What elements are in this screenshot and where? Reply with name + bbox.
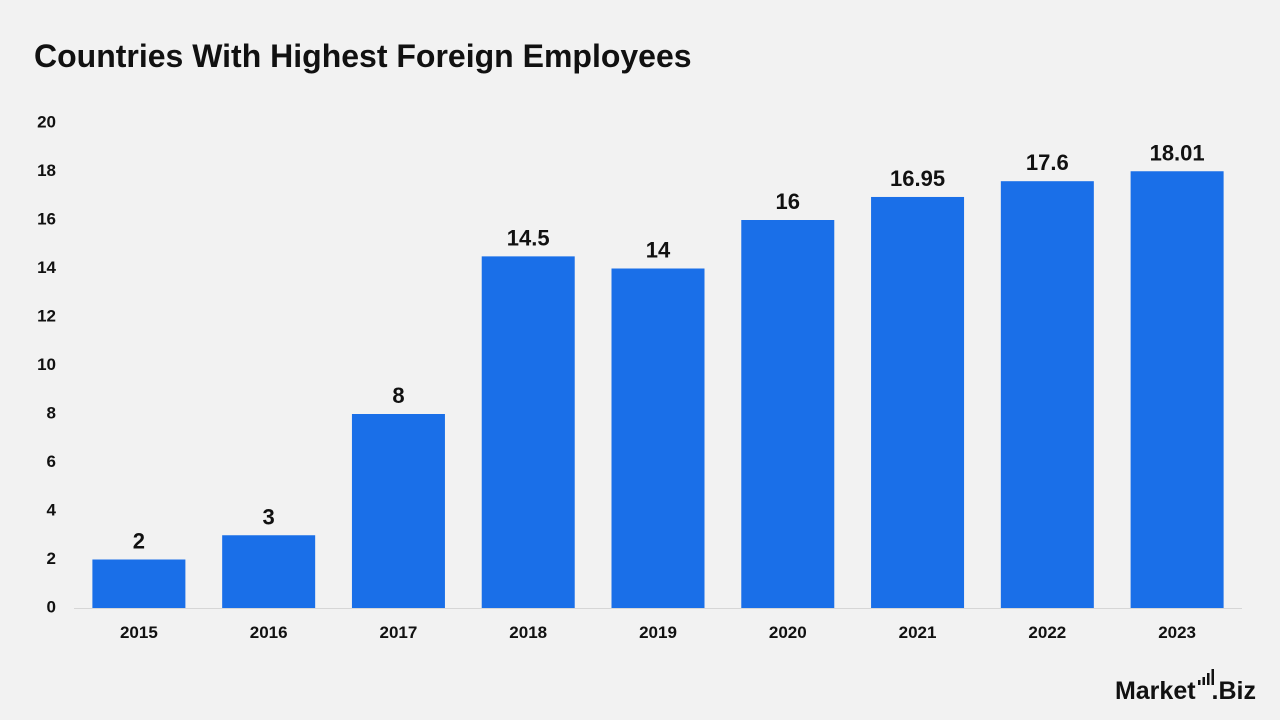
bar-value-label: 18.01 — [1150, 140, 1205, 165]
bar-value-label: 2 — [133, 529, 145, 554]
y-tick-label: 10 — [37, 355, 56, 374]
bar-2021 — [871, 196, 965, 608]
x-tick-label: 2023 — [1158, 623, 1196, 642]
bar-value-label: 8 — [392, 383, 404, 408]
y-tick-label: 0 — [47, 597, 56, 616]
bar-value-label: 17.6 — [1026, 150, 1069, 175]
bars — [92, 171, 1224, 608]
brand-name-prefix: Market — [1114, 677, 1196, 705]
x-tick-label: 2016 — [250, 623, 288, 642]
y-tick-label: 4 — [47, 500, 57, 519]
y-tick-label: 2 — [47, 549, 56, 568]
x-axis-ticks: 2015 2016 2017 2018 2019 2020 2021 2022 2023 — [120, 623, 1196, 642]
x-tick-label: 2021 — [899, 623, 937, 642]
brand-name-suffix: .Biz — [1211, 677, 1256, 705]
x-tick-label: 2018 — [509, 623, 547, 642]
bar-value-label: 16.95 — [890, 166, 945, 191]
x-tick-label: 2019 — [639, 623, 677, 642]
signal-bars-icon — [1197, 663, 1214, 692]
y-tick-label: 8 — [47, 403, 56, 422]
y-tick-label: 16 — [37, 209, 56, 228]
bar-value-label: 16 — [776, 189, 800, 214]
bar-value-label: 3 — [263, 504, 275, 529]
bar-2015 — [92, 559, 186, 608]
bar-2016 — [222, 535, 316, 608]
y-tick-label: 18 — [37, 161, 56, 180]
y-tick-label: 20 — [37, 112, 56, 131]
y-tick-label: 12 — [37, 306, 56, 325]
y-tick-label: 14 — [37, 258, 56, 277]
bar-2019 — [611, 268, 705, 608]
brand-logo: Market .Biz — [1115, 663, 1256, 706]
x-tick-label: 2015 — [120, 623, 158, 642]
x-tick-label: 2017 — [380, 623, 418, 642]
bar-2023 — [1130, 171, 1224, 608]
bar-2018 — [481, 256, 575, 608]
x-tick-label: 2020 — [769, 623, 807, 642]
bar-2017 — [351, 414, 445, 608]
chart-title: Countries With Highest Foreign Employees — [34, 38, 692, 74]
bar-2022 — [1000, 181, 1094, 608]
x-tick-label: 2022 — [1028, 623, 1066, 642]
bar-2020 — [741, 220, 835, 608]
bar-value-labels: 2 3 8 14.5 14 16 16.95 17.6 18.01 — [133, 140, 1205, 553]
y-tick-label: 6 — [47, 452, 56, 471]
bar-value-label: 14 — [646, 238, 671, 263]
bar-value-label: 14.5 — [507, 225, 550, 250]
y-axis-ticks: 0 2 4 6 8 10 12 14 16 18 20 — [37, 112, 56, 616]
